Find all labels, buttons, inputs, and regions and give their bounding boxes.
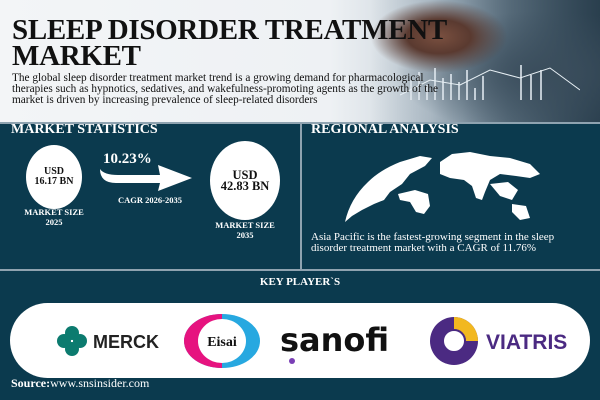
divider [300,124,302,270]
market-size-2025-label: MARKET SIZE 2025 [14,207,94,227]
year: 2025 [45,217,63,227]
sanofi-logo: sanofi [280,321,389,364]
market-statistics-heading: MARKET STATISTICS [11,122,158,137]
svg-text:sanofi: sanofi [280,321,389,359]
divider [0,122,600,124]
merck-logo: MERCK [57,326,159,356]
stock-chart-graphic [400,65,580,100]
source: Source:www.snsinsider.com [11,376,149,391]
market-size-2035-circle: USD 42.83 BN [210,141,280,220]
key-players-heading: KEY PLAYER`S [259,276,341,288]
currency: USD [43,166,64,177]
regional-analysis-heading: REGIONAL ANALYSIS [311,122,459,137]
title-line-1: SLEEP DISORDER TREATMENT [12,14,447,46]
divider [0,269,600,271]
svg-text:VIATRIS: VIATRIS [486,331,567,354]
source-link[interactable]: www.snsinsider.com [50,376,150,390]
header-photo [370,0,600,122]
cagr-value: 10.23% [103,151,152,167]
market-size-2035-label: MARKET SIZE 2035 [205,220,285,240]
label: MARKET SIZE [24,207,84,217]
market-size-value: 42.83 BN [220,178,270,193]
label: MARKET SIZE [215,220,275,230]
world-map-icon [345,152,540,222]
source-label: Source: [11,376,51,390]
key-players-logos: MERCK Eisai sanofi VIATRIS [10,303,590,378]
svg-text:Eisai: Eisai [207,335,237,350]
svg-text:MERCK: MERCK [93,332,159,352]
eisai-logo: Eisai [184,314,260,368]
company-logos: MERCK Eisai sanofi VIATRIS [57,314,567,368]
title-line-2: MARKET [12,40,141,72]
cagr-label: CAGR 2026-2035 [118,195,182,205]
year: 2035 [236,230,254,240]
viatris-logo: VIATRIS [430,317,567,365]
header-banner: SLEEP DISORDER TREATMENT MARKET The glob… [0,0,600,122]
description: The global sleep disorder treatment mark… [12,72,439,106]
market-size-value: 16.17 BN [34,176,74,187]
market-size-2025-circle: USD 16.17 BN [26,145,82,209]
currency: USD [232,167,258,182]
arrow-icon [100,165,192,191]
page-title: SLEEP DISORDER TREATMENT MARKET [12,14,447,72]
regional-analysis-text: Asia Pacific is the fastest-growing segm… [311,231,555,254]
